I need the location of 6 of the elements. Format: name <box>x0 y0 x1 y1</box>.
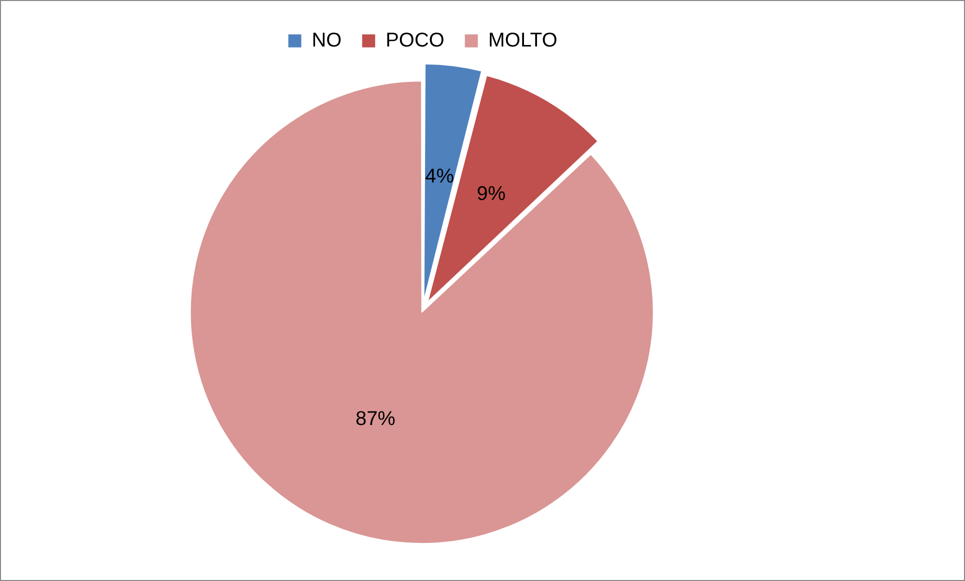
data-label: 87% <box>355 408 396 430</box>
legend-label: MOLTO <box>488 29 558 52</box>
legend-label: POCO <box>386 29 444 52</box>
legend-label: NO <box>312 29 342 52</box>
data-label: 9% <box>476 183 506 206</box>
data-label: 4% <box>425 165 454 188</box>
